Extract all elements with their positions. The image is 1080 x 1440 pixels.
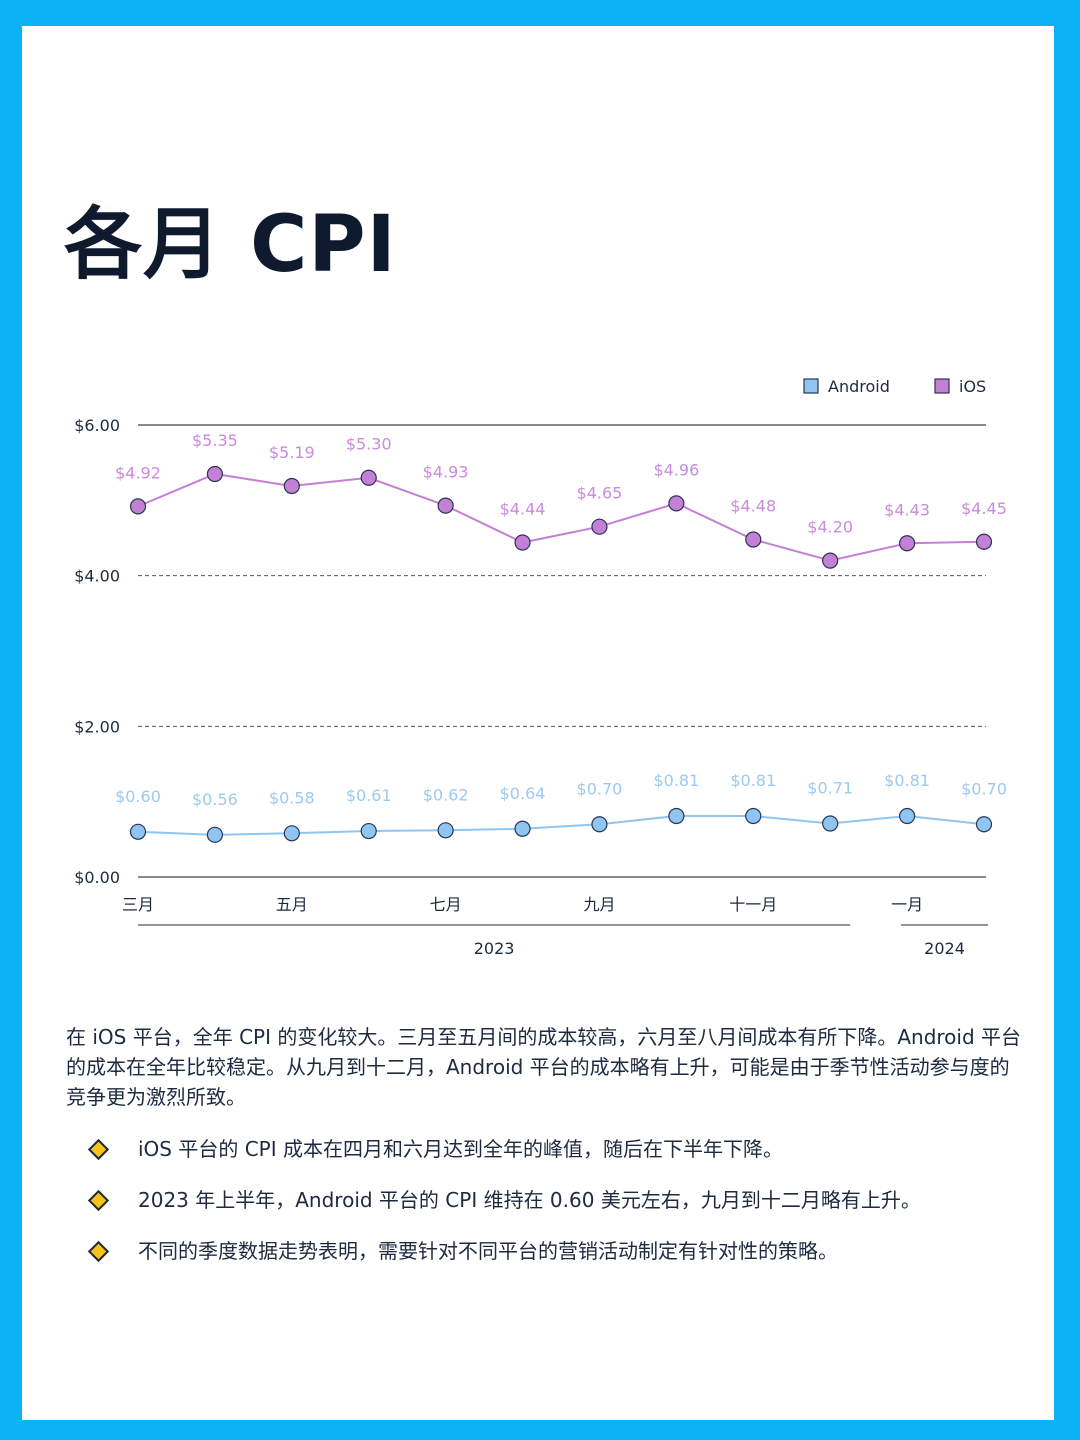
y-tick-label: $2.00: [74, 717, 120, 736]
android-data-point: [745, 807, 762, 825]
ios-data-point: [975, 533, 993, 550]
android-data-label: $0.81: [730, 771, 776, 790]
android-data-label: $0.60: [115, 787, 161, 806]
bullet-text: 2023 年上半年，Android 平台的 CPI 维持在 0.60 美元左右，…: [138, 1188, 921, 1212]
legend-label: iOS: [959, 377, 986, 396]
bullet-item: 不同的季度数据走势表明，需要针对不同平台的营销活动制定有针对性的策略。: [86, 1236, 1036, 1287]
android-data-label: $0.58: [269, 788, 315, 807]
ios-data-label: $5.35: [192, 431, 238, 450]
android-data-point: [822, 815, 839, 832]
android-data-label: $0.70: [577, 779, 623, 798]
ios-data-label: $4.96: [653, 460, 699, 479]
bullet-text: 不同的季度数据走势表明，需要针对不同平台的营销活动制定有针对性的策略。: [138, 1239, 838, 1263]
bullet-item: iOS 平台的 CPI 成本在四月和六月达到全年的峰值，随后在下半年下降。: [86, 1134, 1036, 1185]
android-data-label: $0.61: [346, 786, 392, 805]
legend-label: Android: [828, 377, 890, 396]
android-series-line: [137, 814, 985, 836]
ios-data-label: $4.92: [115, 463, 161, 482]
ios-data-point: [822, 552, 839, 569]
ios-data-point: [206, 465, 224, 483]
x-tick-label: 五月: [276, 895, 308, 914]
android-data-point: [283, 825, 300, 842]
android-data-label: $0.70: [961, 779, 1007, 798]
ios-data-point: [360, 469, 377, 486]
summary-paragraph: 在 iOS 平台，全年 CPI 的变化较大。三月至五月间的成本较高，六月至八月间…: [66, 1025, 1022, 1109]
ios-data-label: $4.65: [577, 484, 623, 503]
x-tick-label: 三月: [122, 895, 154, 914]
diamond-icon: [87, 1189, 110, 1212]
page-title: 各月 CPI: [64, 200, 397, 290]
x-tick-label: 九月: [583, 895, 615, 914]
android-data-label: $0.71: [807, 779, 853, 798]
ios-data-point: [514, 534, 531, 551]
x-tick-label: 十一月: [729, 895, 777, 914]
ios-data-point: [668, 495, 685, 512]
year-group-label: 2024: [924, 939, 965, 958]
ios-data-label: $4.43: [884, 500, 930, 519]
ios-data-label: $5.30: [346, 435, 392, 454]
legend-swatch: [934, 378, 950, 394]
y-tick-label: $4.00: [74, 567, 120, 586]
android-data-point: [129, 823, 147, 840]
bullet-text: iOS 平台的 CPI 成本在四月和六月达到全年的峰值，随后在下半年下降。: [138, 1137, 783, 1161]
ios-data-label: $4.93: [423, 463, 469, 482]
android-data-point: [668, 807, 685, 825]
ios-data-point: [283, 477, 300, 495]
android-data-point: [514, 820, 531, 837]
x-tick-label: 七月: [430, 895, 462, 914]
year-group-label: 2023: [474, 939, 515, 958]
diamond-icon: [87, 1138, 110, 1161]
ios-data-point: [898, 535, 916, 552]
cpi-line-chart: $0.00 $2.00 $4.00 $6.00 三月 五月 七月 九月 十一月 一月 2023 202…: [74, 377, 1007, 958]
android-data-point: [206, 826, 224, 843]
android-data-point: [898, 807, 916, 825]
android-data-point: [437, 822, 454, 839]
y-tick-label: $6.00: [74, 416, 120, 435]
ios-series-line: [137, 472, 985, 562]
android-data-label: $0.81: [884, 771, 930, 790]
ios-data-point: [591, 518, 608, 535]
ios-data-label: $4.48: [730, 497, 776, 516]
android-data-label: $0.81: [653, 771, 699, 790]
legend-swatch: [803, 378, 819, 394]
x-tick-label: 一月: [891, 895, 923, 914]
bullet-list: iOS 平台的 CPI 成本在四月和六月达到全年的峰值，随后在下半年下降。 20…: [86, 1134, 1036, 1287]
ios-data-label: $5.19: [269, 443, 315, 462]
android-data-label: $0.64: [500, 784, 546, 803]
android-data-label: $0.62: [423, 785, 469, 804]
android-data-point: [360, 822, 377, 840]
ios-data-label: $4.44: [500, 500, 546, 519]
ios-data-label: $4.20: [807, 518, 853, 537]
android-data-point: [591, 816, 608, 833]
ios-data-point: [745, 531, 762, 548]
android-data-label: $0.56: [192, 790, 238, 809]
diamond-icon: [87, 1240, 110, 1263]
ios-data-point: [129, 498, 147, 515]
ios-data-label: $4.45: [961, 499, 1007, 518]
ios-data-point: [437, 497, 454, 514]
android-data-point: [975, 816, 993, 833]
y-tick-label: $0.00: [74, 868, 120, 887]
bullet-item: 2023 年上半年，Android 平台的 CPI 维持在 0.60 美元左右，…: [86, 1185, 1036, 1236]
